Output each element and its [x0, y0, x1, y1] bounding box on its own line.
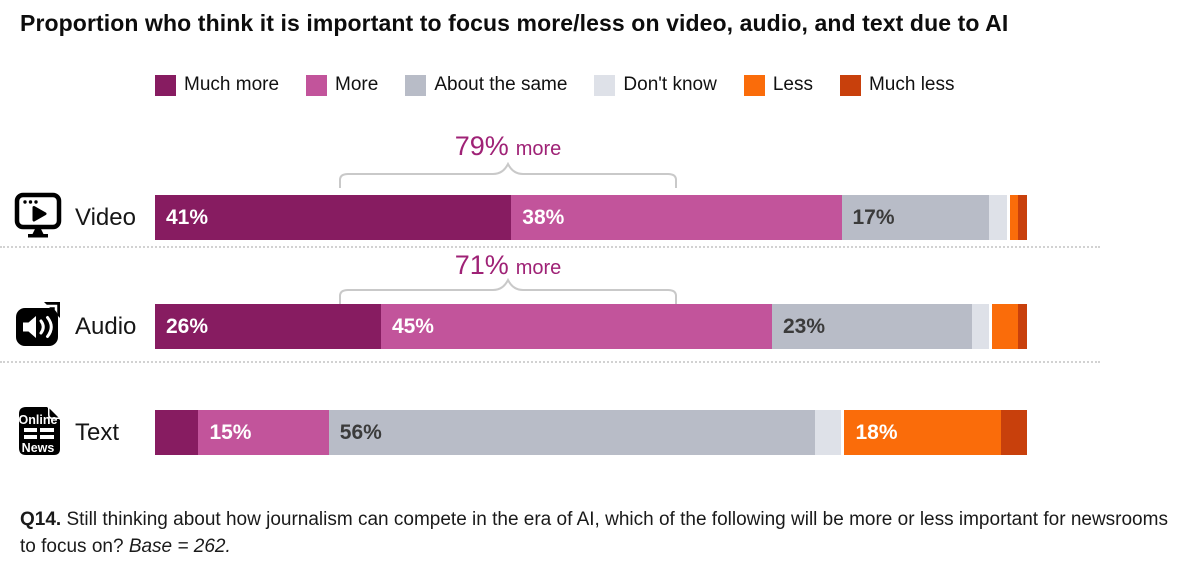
legend-item-much-more: Much more: [155, 74, 279, 96]
bar-value-label: 15%: [209, 420, 252, 444]
svg-text:News: News: [22, 441, 55, 455]
legend-item-much-less: Much less: [839, 74, 955, 96]
question-text: Still thinking about how journalism can …: [20, 509, 1168, 557]
question-number: Q14.: [20, 509, 62, 530]
annotation-audio-more: 71% more: [338, 250, 678, 281]
annotation-value: 79%: [454, 131, 509, 161]
sample-base: Base = 262.: [128, 536, 231, 557]
annotation-suffix: more: [515, 138, 562, 160]
legend-item-more: More: [306, 74, 378, 96]
row-label-video: Video: [75, 204, 136, 231]
question-footnote: Q14. Still thinking about how journalism…: [20, 506, 1180, 560]
bar-value-label: 56%: [339, 420, 382, 444]
legend-item-dont-know: Don't know: [594, 74, 717, 96]
page-title: Proportion who think it is important to …: [20, 10, 1009, 36]
annotation-suffix: more: [515, 257, 562, 279]
row-divider: [0, 361, 1100, 363]
legend-swatch-about-the-same: [405, 74, 427, 96]
bar-value-label: 38%: [522, 205, 565, 229]
legend-swatch-much-more: [155, 74, 176, 96]
online-news-icon: Online News: [19, 406, 61, 455]
bar-text: 15% 56% 18%: [155, 410, 1027, 455]
legend-label: Much more: [184, 74, 280, 95]
bar-video: 41% 38% 17%: [155, 195, 1027, 240]
legend-label: Much less: [868, 74, 955, 95]
bar-audio: 26% 45% 23%: [155, 304, 1027, 349]
legend-swatch-more: [306, 74, 328, 96]
legend-label: Less: [772, 74, 813, 95]
bar-value-label: 45%: [391, 314, 434, 338]
bar-segment-much-more: 41%: [155, 195, 512, 240]
legend-swatch-much-less: [839, 74, 861, 96]
row-divider: [0, 246, 1100, 248]
bracket-audio: [339, 278, 677, 304]
svg-text:Online: Online: [19, 413, 58, 427]
bar-segment-much-less: [1000, 410, 1027, 455]
legend-label: About the same: [434, 74, 568, 95]
annotation-value: 71%: [454, 250, 509, 280]
bar-segment-less: [1009, 195, 1019, 240]
legend-label: Don't know: [623, 74, 717, 95]
legend-swatch-less: [743, 74, 765, 96]
bar-segment-don-t-know: [815, 410, 842, 455]
bar-value-label: 41%: [166, 205, 209, 229]
bar-segment-much-less: [1018, 195, 1027, 240]
row-label-audio: Audio: [75, 313, 137, 340]
bar-value-label: 17%: [852, 205, 895, 229]
bar-segment-about-the-same: 17%: [841, 195, 990, 240]
legend-item-less: Less: [743, 74, 813, 96]
bar-segment-much-more: [155, 410, 199, 455]
bracket-video: [339, 162, 677, 188]
legend-item-about-the-same: About the same: [405, 74, 567, 96]
bar-segment-more: 15%: [198, 410, 329, 455]
bar-segment-don-t-know: [989, 195, 1007, 240]
bar-segment-about-the-same: 56%: [328, 410, 816, 455]
legend-label: More: [335, 74, 379, 95]
bar-value-label: 18%: [855, 420, 898, 444]
bar-segment-about-the-same: 23%: [771, 304, 972, 349]
annotation-video-more: 79% more: [338, 131, 678, 162]
row-label-text: Text: [75, 419, 120, 446]
legend-swatch-dont-know: [594, 74, 616, 96]
bar-segment-less: [992, 304, 1019, 349]
legend: Much more More About the same Don't know…: [155, 74, 955, 96]
bar-segment-less: 18%: [844, 410, 1001, 455]
bar-segment-much-less: [1018, 304, 1027, 349]
audio-speaker-icon: [16, 302, 60, 346]
bar-segment-more: 45%: [380, 304, 772, 349]
bar-segment-don-t-know: [971, 304, 990, 349]
bar-segment-more: 38%: [511, 195, 842, 240]
video-player-icon: [14, 192, 62, 238]
bar-segment-much-more: 26%: [155, 304, 381, 349]
bar-value-label: 26%: [166, 314, 209, 338]
bar-value-label: 23%: [782, 314, 826, 338]
